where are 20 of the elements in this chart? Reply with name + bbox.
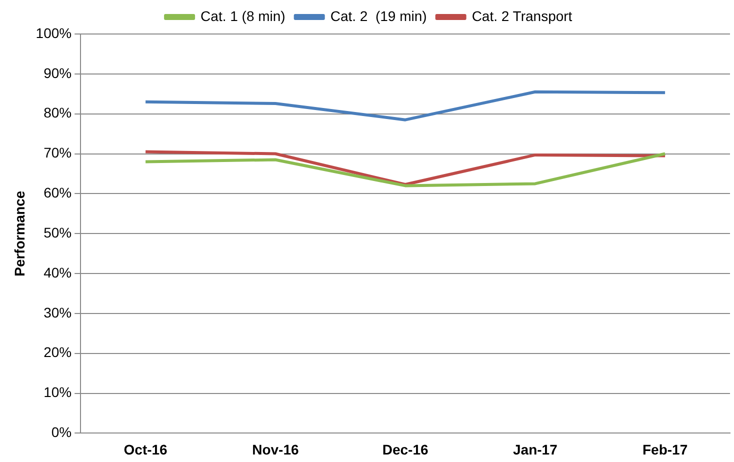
legend-label: Cat. 2 Transport [472, 8, 572, 24]
x-tick-label: Oct-16 [124, 441, 168, 458]
legend-label: Cat. 2 (19 min) [330, 8, 427, 24]
y-tick-label: 10% [44, 384, 72, 400]
x-tick-label: Jan-17 [513, 441, 558, 458]
y-tick-label: 60% [44, 184, 72, 201]
x-tick-label: Nov-16 [252, 441, 299, 458]
y-axis-title: Performance [11, 190, 28, 276]
y-tick-label: 70% [44, 144, 72, 161]
legend-label: Cat. 1 (8 min) [200, 8, 286, 24]
x-tick-label: Dec-16 [382, 441, 428, 458]
y-tick-label: 90% [44, 64, 72, 81]
y-tick-label: 80% [44, 104, 72, 121]
x-tick-label: Feb-17 [642, 441, 688, 458]
y-tick-label: 20% [44, 344, 72, 360]
y-tick-label: 30% [44, 304, 72, 320]
y-tick-label: 40% [44, 264, 72, 280]
y-tick-label: 0% [51, 424, 72, 440]
y-tick-label: 100% [36, 24, 72, 41]
y-tick-label: 50% [44, 224, 72, 240]
